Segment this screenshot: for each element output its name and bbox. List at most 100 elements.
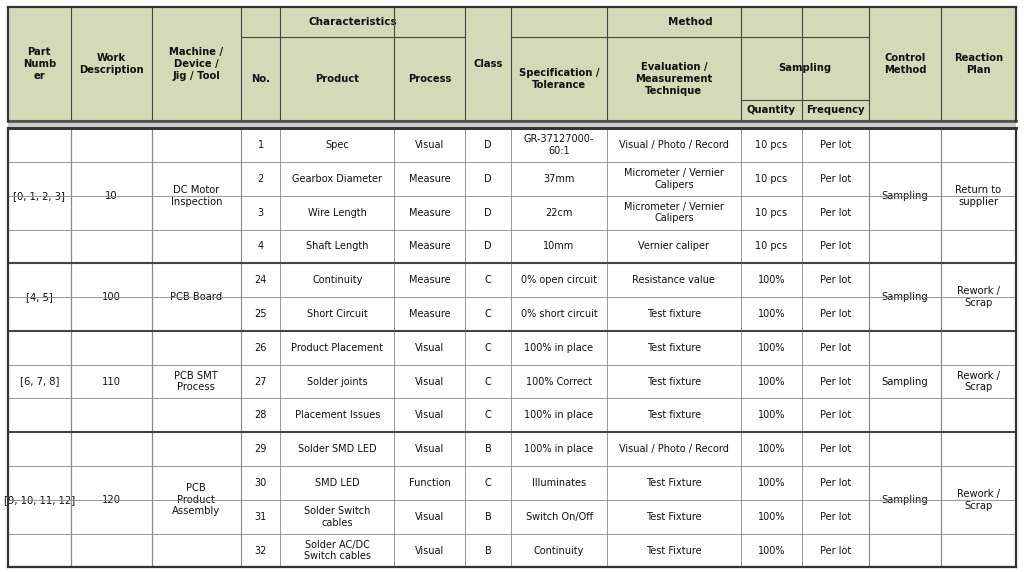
- Text: PCB Board: PCB Board: [170, 292, 222, 302]
- Text: Sampling: Sampling: [882, 376, 929, 387]
- Text: 10 pcs: 10 pcs: [756, 174, 787, 184]
- Text: 10 pcs: 10 pcs: [756, 241, 787, 252]
- Text: Per lot: Per lot: [820, 140, 851, 150]
- Text: 29: 29: [254, 444, 267, 454]
- Text: DC Motor
Inspection: DC Motor Inspection: [85, 185, 137, 206]
- Text: 27: 27: [254, 376, 267, 387]
- Text: 0% open circuit: 0% open circuit: [521, 275, 597, 285]
- Text: Visual: Visual: [415, 376, 444, 387]
- Text: Rework /
Scrap: Rework / Scrap: [956, 287, 999, 308]
- Bar: [869, 128, 941, 567]
- Text: Continuity: Continuity: [312, 275, 362, 285]
- Text: 10: 10: [33, 190, 46, 201]
- Text: Per lot: Per lot: [820, 478, 851, 488]
- Text: Per lot: Per lot: [820, 410, 851, 420]
- Text: Product Placement: Product Placement: [291, 343, 383, 353]
- Text: Characteristics: Characteristics: [309, 17, 397, 27]
- Text: Spec: Spec: [326, 140, 349, 150]
- Bar: [8, 128, 71, 567]
- Text: PCB
Product
Assembly: PCB Product Assembly: [87, 483, 135, 517]
- Text: D: D: [484, 140, 493, 150]
- Bar: [71, 128, 152, 567]
- Text: Per lot: Per lot: [820, 208, 851, 217]
- Text: D: D: [484, 174, 493, 184]
- Text: Class: Class: [473, 59, 503, 69]
- Bar: [8, 121, 1016, 128]
- Text: PCB
Product
Assembly: PCB Product Assembly: [172, 483, 220, 517]
- Text: PCB SMT
Process: PCB SMT Process: [174, 371, 218, 392]
- Text: Per lot: Per lot: [820, 546, 851, 555]
- Text: Rework /
Scrap: Rework / Scrap: [956, 489, 999, 511]
- Text: PCB Board: PCB Board: [85, 292, 137, 302]
- Text: 1: 1: [257, 140, 263, 150]
- Bar: [152, 128, 241, 567]
- Text: Visual: Visual: [415, 140, 444, 150]
- Text: 24: 24: [254, 275, 267, 285]
- Text: 100% in place: 100% in place: [524, 444, 594, 454]
- Text: Control
Method: Control Method: [884, 53, 926, 75]
- Text: 10mm: 10mm: [544, 241, 574, 252]
- Text: Measure: Measure: [409, 241, 451, 252]
- Text: Solder Switch
cables: Solder Switch cables: [304, 506, 371, 527]
- Text: D: D: [484, 208, 493, 217]
- Text: 100%: 100%: [758, 546, 785, 555]
- Text: Micrometer / Vernier
Calipers: Micrometer / Vernier Calipers: [624, 202, 724, 224]
- Text: [9, 10, 11, 12]: [9, 10, 11, 12]: [4, 495, 75, 505]
- Text: 3: 3: [257, 208, 263, 217]
- Text: 100: 100: [101, 292, 121, 302]
- Text: 10 pcs: 10 pcs: [756, 208, 787, 217]
- Text: 100%: 100%: [758, 478, 785, 488]
- Text: 100% in place: 100% in place: [524, 343, 594, 353]
- Text: 120: 120: [101, 495, 121, 505]
- Text: 10: 10: [104, 190, 118, 201]
- Text: Assembly
Line: Assembly Line: [172, 489, 220, 511]
- Text: Per lot: Per lot: [820, 512, 851, 522]
- Text: 110: 110: [101, 376, 121, 387]
- Text: Sampling: Sampling: [882, 292, 929, 302]
- Text: Wire Length: Wire Length: [308, 208, 367, 217]
- Text: Shaft Length: Shaft Length: [306, 241, 369, 252]
- Text: 28: 28: [254, 410, 267, 420]
- Text: Short Circuit: Short Circuit: [307, 309, 368, 319]
- Text: Per lot: Per lot: [820, 174, 851, 184]
- Text: C: C: [485, 410, 492, 420]
- Text: 100%: 100%: [758, 512, 785, 522]
- Text: Sampling: Sampling: [882, 292, 929, 302]
- Text: 10 pcs: 10 pcs: [756, 140, 787, 150]
- Text: Method: Method: [668, 17, 713, 27]
- Text: Return to
supplier: Return to supplier: [955, 185, 1001, 206]
- Text: Reaction
Plan: Reaction Plan: [953, 53, 1002, 75]
- Text: Resistance value: Resistance value: [633, 275, 716, 285]
- Bar: [8, 7, 1016, 121]
- Text: GR-37127000-
60:1: GR-37127000- 60:1: [524, 134, 594, 156]
- Text: Test fixture: Test fixture: [647, 343, 700, 353]
- Text: 110: 110: [30, 376, 49, 387]
- Text: PCB
Manufactur
e: PCB Manufactur e: [168, 280, 225, 313]
- Text: C: C: [485, 275, 492, 285]
- Text: C: C: [485, 478, 492, 488]
- Text: C: C: [485, 343, 492, 353]
- Text: Rework /
Scrap: Rework / Scrap: [956, 489, 999, 511]
- Text: Per lot: Per lot: [820, 241, 851, 252]
- Text: 31: 31: [255, 512, 266, 522]
- Text: Vernier caliper: Vernier caliper: [638, 241, 710, 252]
- Text: Solder SMD LED: Solder SMD LED: [298, 444, 377, 454]
- Text: Gearbox Diameter: Gearbox Diameter: [292, 174, 382, 184]
- Text: Evaluation /
Measurement
Technique: Evaluation / Measurement Technique: [635, 62, 713, 96]
- Text: Frequency: Frequency: [807, 105, 865, 116]
- Bar: [8, 128, 1016, 567]
- Text: Function: Function: [409, 478, 451, 488]
- Text: Per lot: Per lot: [820, 275, 851, 285]
- Text: Quantity: Quantity: [746, 105, 796, 116]
- Text: Process: Process: [409, 74, 452, 84]
- Text: Visual / Photo / Record: Visual / Photo / Record: [618, 140, 729, 150]
- Text: Visual: Visual: [415, 512, 444, 522]
- Text: Part
Numb
er: Part Numb er: [23, 47, 56, 81]
- Text: Outsourcing: Outsourcing: [166, 190, 226, 201]
- Text: [0, 1, 2, 3]: [0, 1, 2, 3]: [13, 190, 66, 201]
- Text: Per lot: Per lot: [820, 309, 851, 319]
- Bar: [941, 128, 1016, 567]
- Text: 100% Correct: 100% Correct: [526, 376, 592, 387]
- Text: C: C: [485, 376, 492, 387]
- Text: Visual: Visual: [415, 444, 444, 454]
